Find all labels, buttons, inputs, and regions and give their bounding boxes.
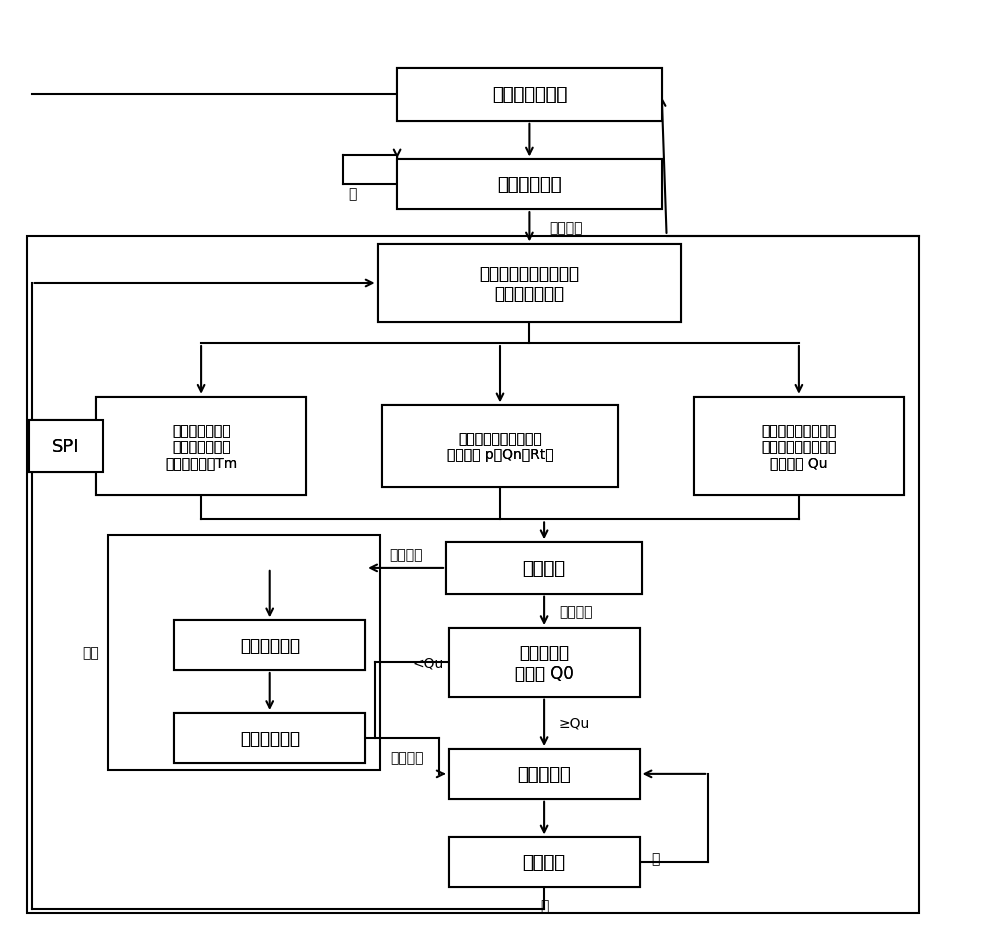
FancyBboxPatch shape <box>96 397 306 496</box>
FancyBboxPatch shape <box>397 160 662 210</box>
Text: 数据事件: 数据事件 <box>390 750 424 764</box>
Text: 节点深度休眠: 节点深度休眠 <box>240 636 300 654</box>
Text: 间歇工作: 间歇工作 <box>389 548 422 562</box>
Text: 电池组电荷
数差值 Q0: 电池组电荷 数差值 Q0 <box>515 643 573 682</box>
FancyBboxPatch shape <box>29 421 103 473</box>
Text: 调度完成: 调度完成 <box>523 854 566 871</box>
FancyBboxPatch shape <box>694 397 904 496</box>
Text: 设定电池能恢复
一个电荷单元的
最大休息时间Tm: 设定电池能恢复 一个电荷单元的 最大休息时间Tm <box>165 423 237 470</box>
Text: 多电池调度: 多电池调度 <box>517 765 571 783</box>
Text: 否: 否 <box>651 851 660 865</box>
Text: 开启传感器节点: 开启传感器节点 <box>492 86 567 104</box>
FancyBboxPatch shape <box>446 543 642 594</box>
Text: 设定电池恢复一个电荷
单元概率 p（Qn，Rt）: 设定电池恢复一个电荷 单元概率 p（Qn，Rt） <box>447 431 553 461</box>
Text: 设定电池能恢复
一个电荷单元的
最大休息时间Tm: 设定电池能恢复 一个电荷单元的 最大休息时间Tm <box>165 423 237 470</box>
FancyBboxPatch shape <box>694 397 904 496</box>
FancyBboxPatch shape <box>174 621 365 670</box>
Text: 工作状态: 工作状态 <box>523 560 566 578</box>
FancyBboxPatch shape <box>96 397 306 496</box>
Text: 随机选择一个电池组作
为节点负载供电: 随机选择一个电池组作 为节点负载供电 <box>479 264 579 303</box>
FancyBboxPatch shape <box>449 838 640 887</box>
FancyBboxPatch shape <box>397 68 662 122</box>
Text: 设定电池组之间实际
能提供电荷单元数目
容忍差值 Qu: 设定电池组之间实际 能提供电荷单元数目 容忍差值 Qu <box>761 423 837 470</box>
Text: 设定电池组之间实际
能提供电荷单元数目
容忍差值 Qu: 设定电池组之间实际 能提供电荷单元数目 容忍差值 Qu <box>761 423 837 470</box>
FancyBboxPatch shape <box>378 245 681 322</box>
FancyBboxPatch shape <box>449 749 640 799</box>
Text: 否: 否 <box>348 186 356 200</box>
FancyBboxPatch shape <box>174 713 365 763</box>
FancyBboxPatch shape <box>174 713 365 763</box>
Text: 周期: 周期 <box>82 646 99 660</box>
Text: 数据感知模块: 数据感知模块 <box>240 729 300 747</box>
Text: 多电池调度: 多电池调度 <box>517 765 571 783</box>
Text: 纽扣电池供电: 纽扣电池供电 <box>497 176 562 194</box>
FancyBboxPatch shape <box>449 628 640 697</box>
Text: 数据感知模块: 数据感知模块 <box>240 729 300 747</box>
Text: SPI: SPI <box>52 437 80 456</box>
Text: 设定电池恢复一个电荷
单元概率 p（Qn，Rt）: 设定电池恢复一个电荷 单元概率 p（Qn，Rt） <box>447 431 553 461</box>
Text: 是: 是 <box>540 899 548 913</box>
Text: SPI: SPI <box>52 437 80 456</box>
FancyBboxPatch shape <box>449 749 640 799</box>
FancyBboxPatch shape <box>397 68 662 122</box>
Text: <Qu: <Qu <box>412 655 444 669</box>
FancyBboxPatch shape <box>382 406 618 488</box>
FancyBboxPatch shape <box>446 543 642 594</box>
Text: 节点深度休眠: 节点深度休眠 <box>240 636 300 654</box>
FancyBboxPatch shape <box>449 628 640 697</box>
FancyBboxPatch shape <box>29 421 103 473</box>
FancyBboxPatch shape <box>378 245 681 322</box>
FancyBboxPatch shape <box>174 621 365 670</box>
Text: 连续工作: 连续工作 <box>559 604 592 618</box>
FancyBboxPatch shape <box>449 838 640 887</box>
FancyBboxPatch shape <box>382 406 618 488</box>
FancyBboxPatch shape <box>397 160 662 210</box>
Text: 稳定运行: 稳定运行 <box>549 221 582 235</box>
Text: ≥Qu: ≥Qu <box>559 716 590 730</box>
Text: 随机选择一个电池组作
为节点负载供电: 随机选择一个电池组作 为节点负载供电 <box>479 264 579 303</box>
Text: 调度完成: 调度完成 <box>523 854 566 871</box>
Text: 开启传感器节点: 开启传感器节点 <box>492 86 567 104</box>
Text: 工作状态: 工作状态 <box>523 560 566 578</box>
Text: 纽扣电池供电: 纽扣电池供电 <box>497 176 562 194</box>
Text: 电池组电荷
数差值 Q0: 电池组电荷 数差值 Q0 <box>515 643 573 682</box>
